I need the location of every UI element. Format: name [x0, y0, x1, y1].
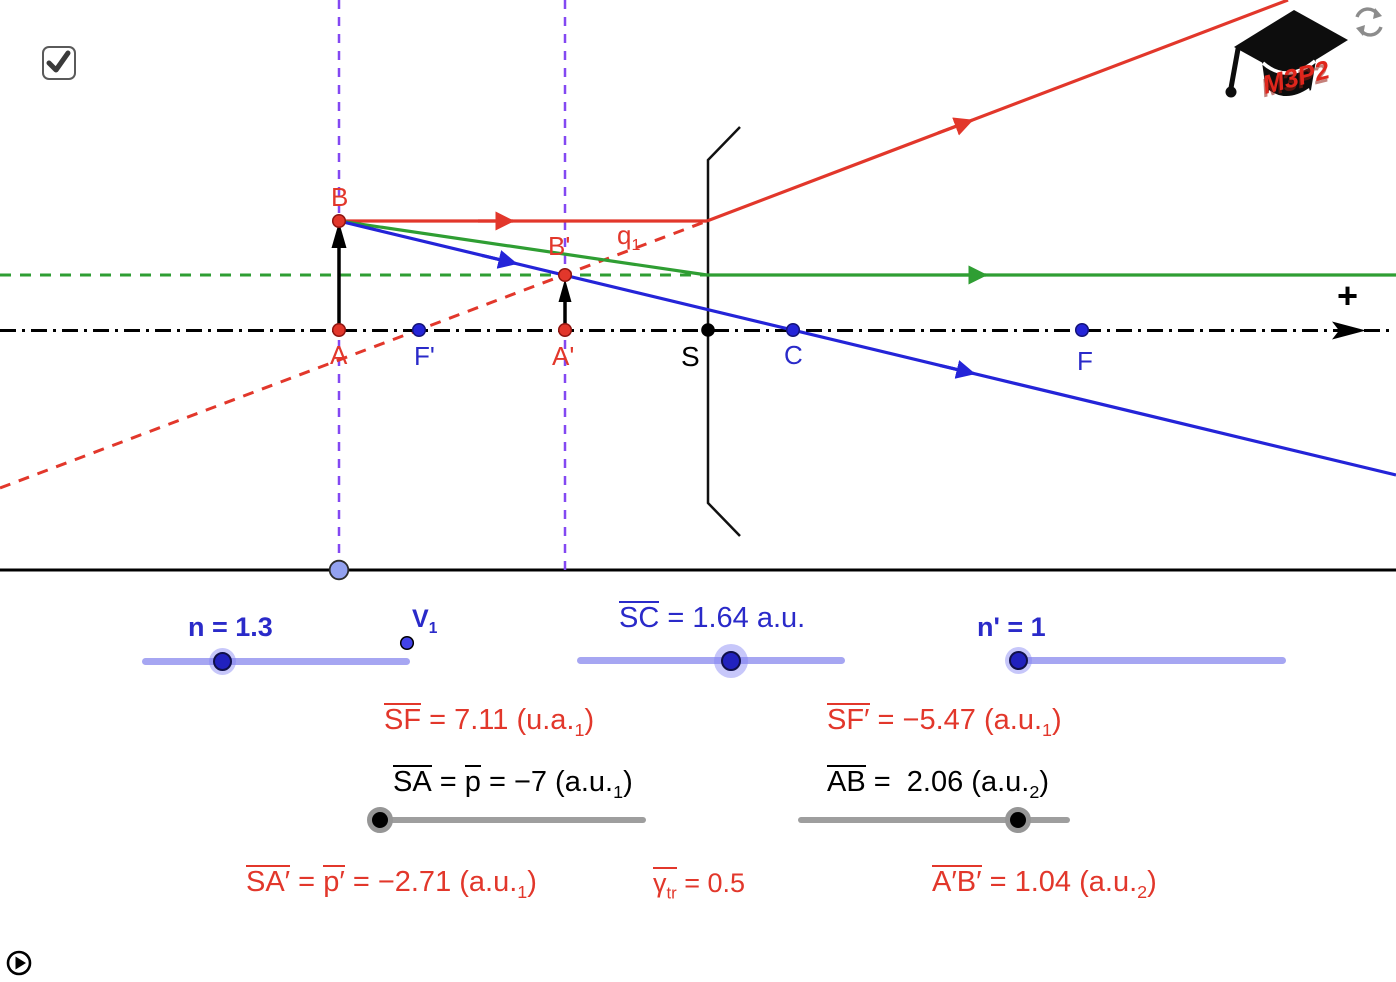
- label-B: B: [331, 182, 349, 212]
- show-checkbox[interactable]: [42, 46, 76, 80]
- slider-ab-handle[interactable]: [1005, 807, 1031, 833]
- m3p2-logo: [1225, 10, 1348, 103]
- label-A-prime: A': [552, 341, 575, 371]
- slider-ab-label: AB = 2.06 (a.u.2): [827, 765, 1049, 802]
- mortarboard: [1234, 10, 1348, 77]
- slider-n-track[interactable]: [142, 658, 410, 665]
- cap-band-highlight: [1261, 59, 1317, 75]
- label-B-prime: B': [548, 231, 571, 261]
- checkmark-icon: [46, 50, 71, 73]
- point-S: [701, 323, 715, 337]
- red-refracted-ray: [706, 0, 1289, 223]
- object-arrow-head: [331, 222, 347, 248]
- label-V1: V1: [412, 605, 438, 637]
- slider-sa-label: SA = p = −7 (a.u.1): [393, 765, 633, 802]
- point-B-prime: [557, 267, 573, 283]
- slider-sc-track[interactable]: [577, 657, 845, 664]
- green-incident-ray: [338, 219, 708, 277]
- readout-sa-prime: SA′ = p′ = −2.71 (a.u.1): [246, 865, 537, 902]
- readout-gamma-tr: γtr = 0.5: [653, 867, 746, 903]
- slider-sa-handle[interactable]: [367, 807, 393, 833]
- label-F: F: [1077, 346, 1093, 376]
- point-A-prime: [557, 322, 573, 338]
- point-B[interactable]: [331, 213, 347, 229]
- readout-a-prime-b-prime: A′B′ = 1.04 (a.u.2): [932, 865, 1157, 902]
- point-C: [785, 322, 801, 338]
- red-dashed-extension: [0, 219, 708, 490]
- point-F: [1074, 322, 1090, 338]
- point-V1[interactable]: [399, 635, 415, 651]
- readout-sf-prime: SF′ = −5.47 (a.u.1): [827, 703, 1062, 740]
- readout-sf: SF = 7.11 (u.a.1): [384, 703, 595, 740]
- image-arrow-head: [558, 279, 572, 302]
- label-q1: q1: [617, 220, 641, 255]
- slider-n-handle[interactable]: [213, 652, 232, 671]
- slider-n-prime-track[interactable]: [1018, 657, 1286, 664]
- blue-ray-arrow-2: [939, 360, 976, 379]
- axis-arrowhead: [1332, 321, 1366, 340]
- point-A[interactable]: [331, 322, 347, 338]
- cap-band-lower: [1268, 88, 1311, 103]
- slider-n-prime-label: n' = 1: [977, 612, 1046, 642]
- label-A: A: [330, 340, 348, 370]
- red-refracted-arrow: [937, 117, 974, 136]
- slider-sc-label: SC = 1.64 a.u.: [619, 601, 806, 634]
- label-C: C: [784, 340, 803, 370]
- label-S: S: [681, 341, 700, 372]
- point-F-prime: [411, 322, 427, 338]
- reset-icon[interactable]: [1348, 2, 1392, 46]
- label-F-prime: F': [414, 341, 435, 371]
- slider-sa-track[interactable]: [372, 817, 646, 823]
- blue-ray-arrow-1: [481, 250, 518, 269]
- baseline-drag-point[interactable]: [328, 559, 350, 581]
- axis-positive-direction-sign: +: [1337, 275, 1359, 316]
- play-button[interactable]: [0, 944, 40, 982]
- tassel: [1228, 46, 1241, 91]
- play-icon: [15, 956, 26, 970]
- slider-n-label: n = 1.3: [188, 612, 273, 642]
- slider-ab-track[interactable]: [798, 817, 1070, 823]
- slider-n-prime-handle[interactable]: [1009, 651, 1028, 670]
- slider-sc-handle[interactable]: [721, 651, 741, 671]
